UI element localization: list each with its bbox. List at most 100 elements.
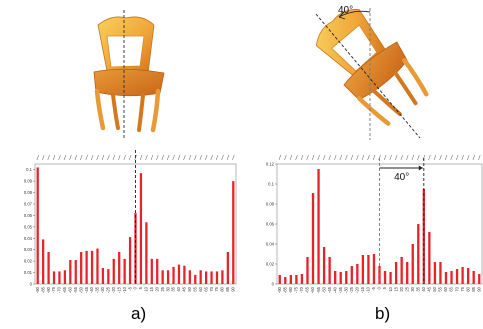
top-axis-tick [47,154,50,161]
x-tick-label: -30 [100,286,105,293]
top-axis-tick [450,154,453,161]
top-axis-tick [167,154,170,161]
bar [58,271,61,284]
x-tick-label: -25 [349,286,354,293]
bar [215,271,219,284]
y-tick-label: 0.08 [24,190,33,195]
bar [188,270,191,284]
x-tick-label: 80 [465,286,470,291]
bar [328,257,331,284]
x-tick-label: 15 [393,286,398,291]
x-tick-label: 40 [176,286,181,291]
x-tick-label: -10 [366,286,371,293]
x-tick-label: -85 [40,286,45,293]
bar [172,266,175,284]
y-tick-label: 0.01 [24,270,33,275]
bar [47,252,50,284]
top-axis-tick [439,154,442,161]
top-axis-tick [123,154,126,161]
x-tick-label: -5 [127,286,132,290]
top-axis-tick [161,154,164,161]
bar [300,274,304,284]
y-tick-label: 0.1 [268,182,274,187]
top-axis-tick [172,154,175,161]
bar [422,189,425,284]
bar [150,258,153,284]
upright-chair-image [93,10,165,140]
x-tick-label: 90 [476,286,481,291]
x-tick-label: -55 [73,286,78,293]
x-tick-label: -80 [46,286,51,293]
top-axis-tick [400,154,403,161]
top-axis-tick [417,154,420,161]
x-tick-label: 0 [133,286,138,289]
rotation-label-top: 40° [338,5,353,16]
x-tick-label: 75 [214,286,219,291]
top-axis-tick [42,154,45,161]
x-tick-label: 0 [377,286,382,289]
bar [306,257,309,284]
bar [295,275,298,284]
top-axis-tick [444,154,448,161]
bar [226,252,229,284]
x-tick-label: 50 [187,286,192,291]
top-axis-tick [278,154,282,161]
x-tick-label: 65 [449,286,454,291]
bar [478,274,481,284]
x-tick-label: -40 [332,286,337,293]
x-tick-label: -80 [288,286,293,293]
x-tick-label: 30 [410,286,415,291]
y-tick-label: 0.06 [24,213,33,218]
top-axis-tick [411,154,414,161]
top-axis-tick [205,154,208,161]
bar [417,224,420,284]
y-tick-label: 0.03 [24,247,33,252]
bar [311,193,315,284]
top-axis-tick [232,154,235,161]
histogram-a: 0 0.01 0.02 0.03 0.04 0.05 0.06 0.07 0.08 0.09 0.1… [24,150,237,293]
bar [42,239,45,284]
bar [101,268,105,284]
bar [383,271,387,284]
x-tick-label: -35 [338,286,343,293]
x-tick-label: 55 [438,286,443,291]
top-axis-tick [188,154,192,161]
bar [36,167,39,284]
bar [350,266,353,284]
rotation-label-chart: 40° [394,172,409,183]
bar [232,181,235,284]
bar [69,260,72,284]
x-tick-label: 85 [471,286,476,291]
bar [439,262,442,284]
x-tick-label: -70 [57,286,62,293]
x-tick-label: 90 [230,286,235,291]
bar [80,252,83,284]
y-tick-label: 0.05 [24,224,33,229]
top-axis-tick [328,154,331,161]
x-tick-label: 35 [415,286,420,291]
top-axis-tick [199,154,202,161]
x-tick-label: -60 [68,286,73,293]
bar [90,250,94,284]
y-tick-label: 0 [30,282,33,287]
bar [339,272,342,284]
bar [112,258,115,284]
top-axis-tick [36,154,39,161]
x-tick-label: 50 [432,286,437,291]
x-tick-label: 45 [427,286,432,291]
bar [455,269,459,284]
top-axis-tick [433,154,437,161]
top-axis-tick [85,154,88,161]
bar [394,262,398,284]
x-tick-label: -55 [316,286,321,293]
top-axis-tick [306,154,309,161]
bar [85,250,88,284]
x-tick-label: -90 [35,286,40,293]
top-axis-tick [183,154,186,161]
bar [466,268,470,284]
x-tick-label: -70 [299,286,304,293]
x-tick-label: -65 [62,286,67,293]
x-tick-label: 60 [443,286,448,291]
y-tick-label: 0.02 [24,259,33,264]
y-tick-label: 0.09 [24,179,33,184]
